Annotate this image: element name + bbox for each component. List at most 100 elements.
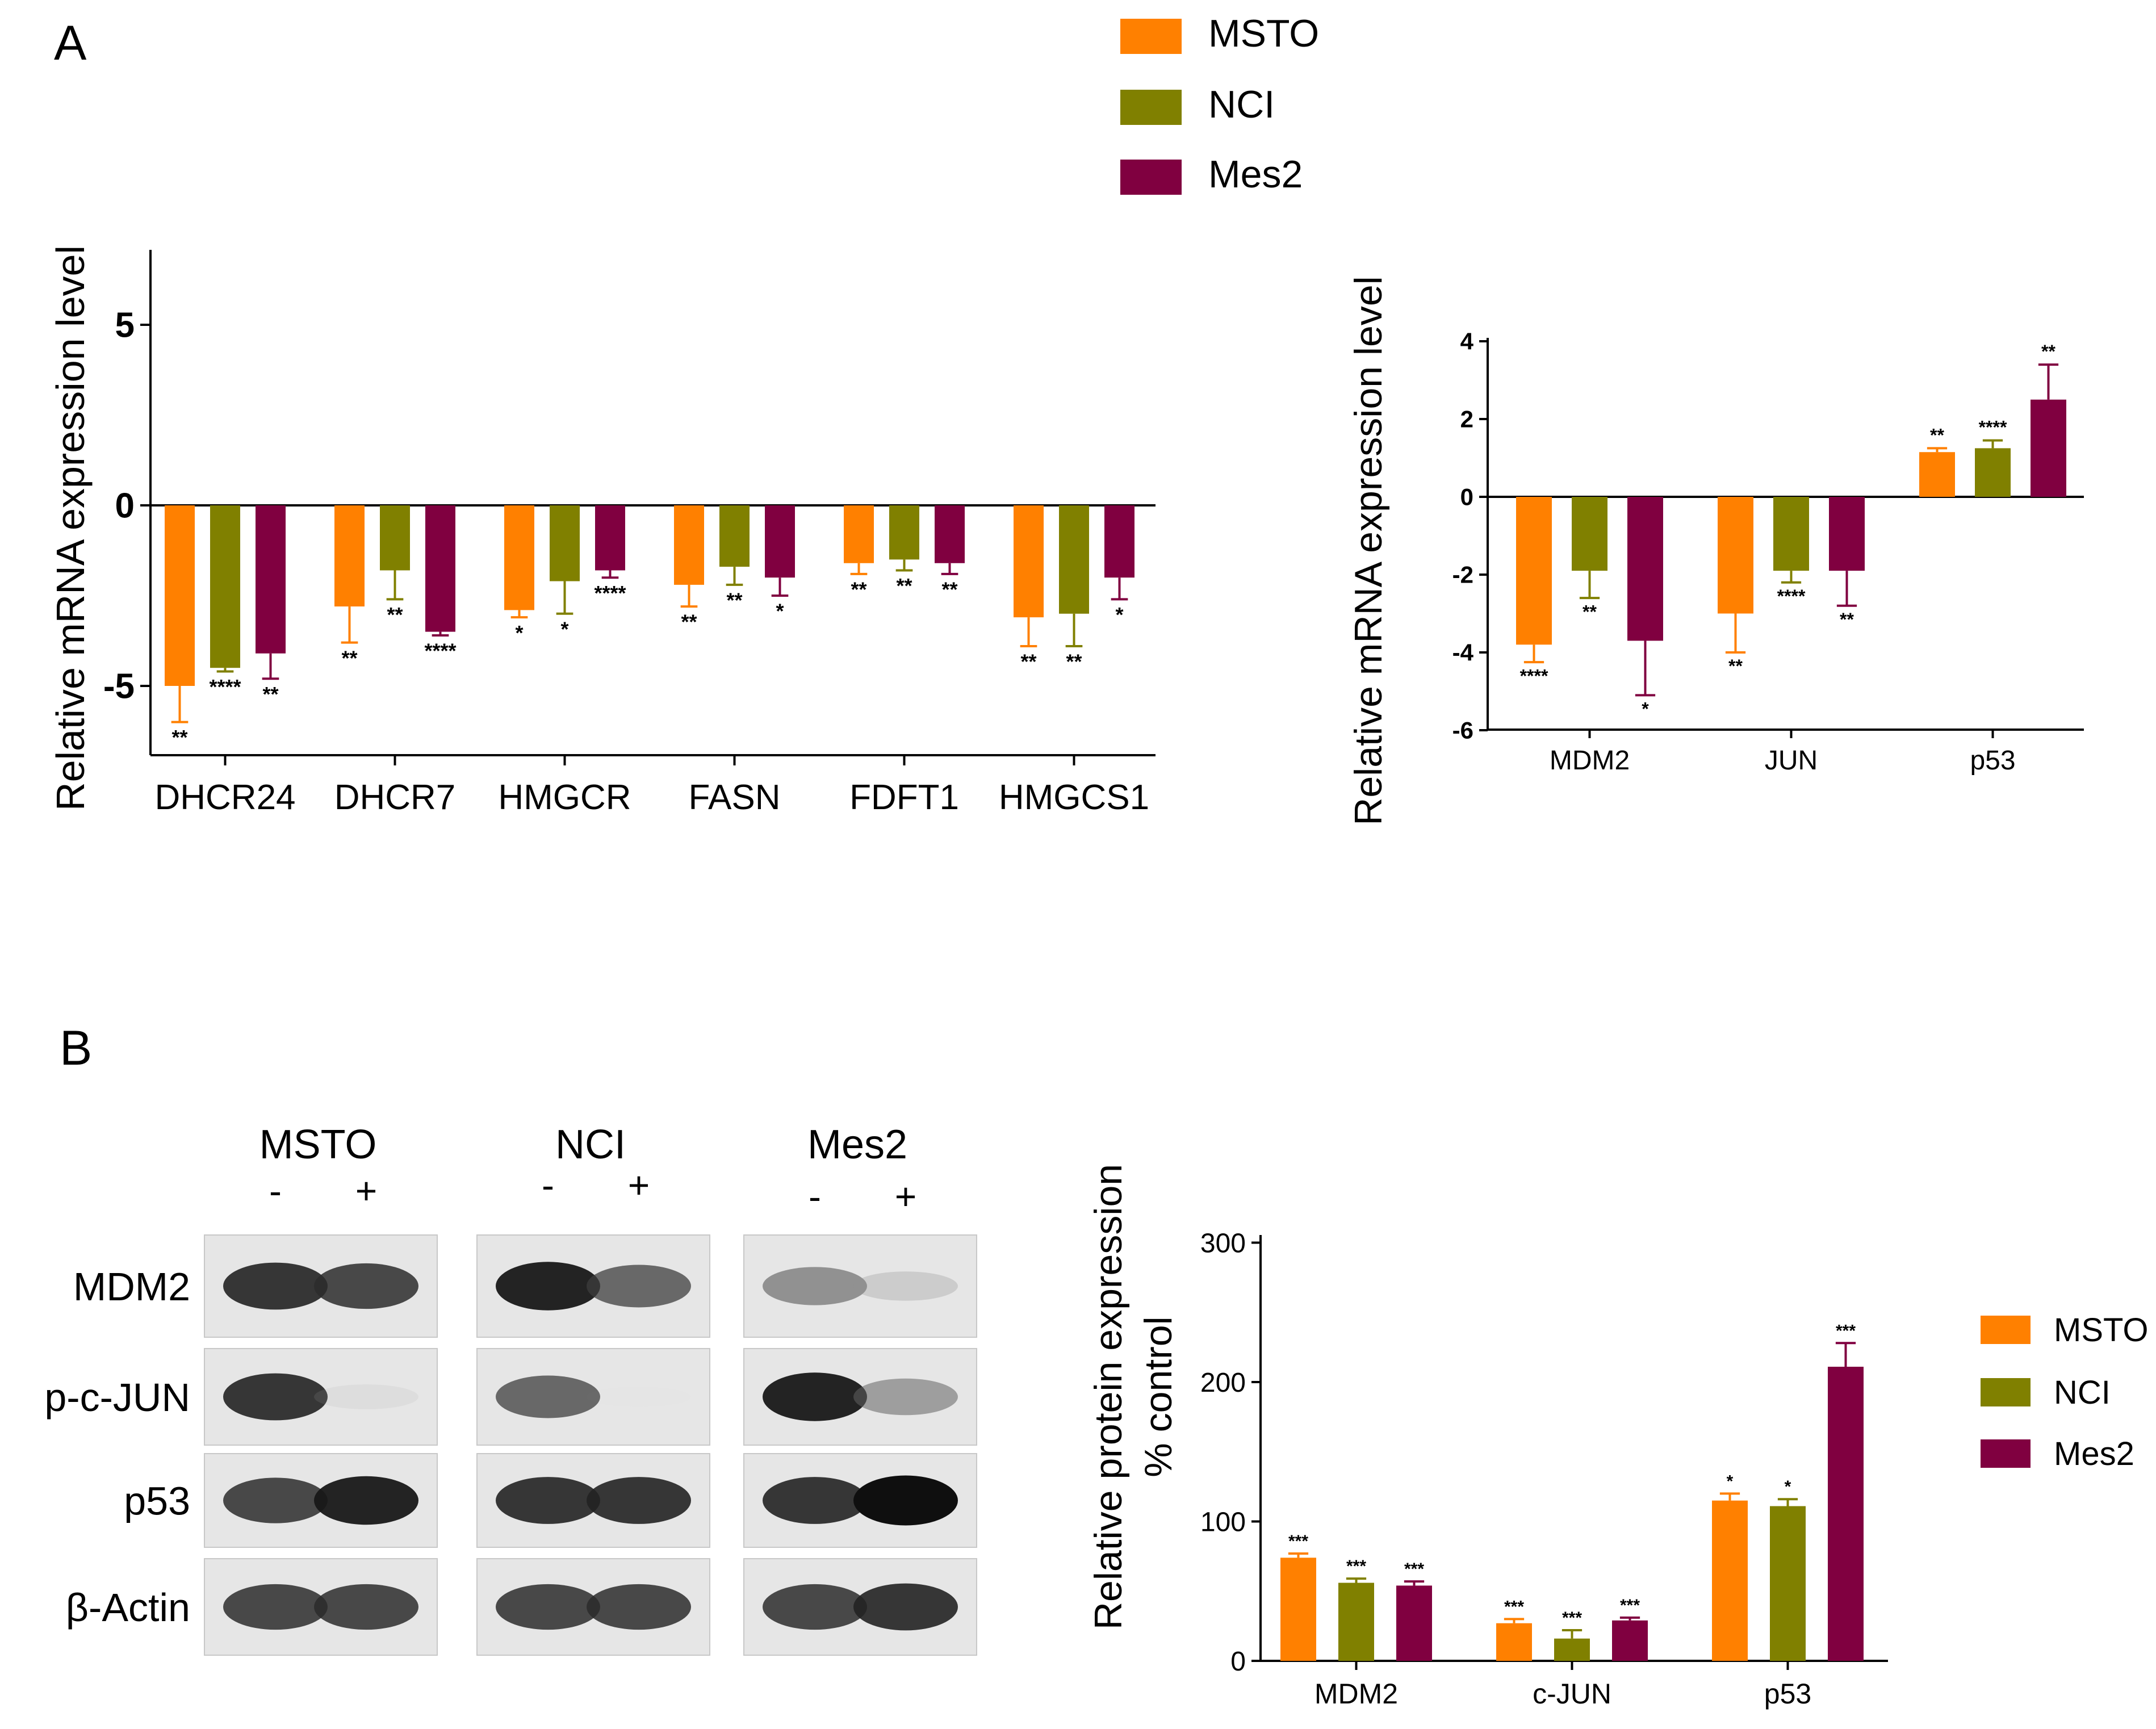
chart3-sig-mdm2-msto: *** bbox=[1288, 1532, 1308, 1551]
chart1-bar-dhcr7-nci bbox=[380, 505, 410, 571]
chart1-bar-hmgcs1-mes2 bbox=[1104, 505, 1134, 578]
chart2-sig-mdm2-msto: **** bbox=[1520, 665, 1548, 686]
chart1-bar-fasn-mes2 bbox=[765, 505, 795, 578]
chart2-category-label-p53: p53 bbox=[1970, 746, 2015, 776]
chart1-category-label-fasn: FASN bbox=[689, 778, 781, 817]
chart2-ylabel: Relative mRNA expression level bbox=[1347, 276, 1390, 826]
blot-band-nci-p53-2 bbox=[587, 1477, 691, 1524]
blot-lane-sign-mes2-2: + bbox=[895, 1175, 917, 1217]
legend2-label-mes2: Mes2 bbox=[2054, 1435, 2134, 1472]
chart1-category-label-hmgcr: HMGCR bbox=[498, 778, 631, 817]
chart3-bar-mdm2-nci bbox=[1338, 1583, 1374, 1661]
chart2-bar-mdm2-msto bbox=[1516, 497, 1552, 645]
chart1-sig-dhcr24-msto: ** bbox=[171, 726, 187, 749]
blot-group-label-msto: MSTO bbox=[259, 1122, 377, 1167]
chart1-ylabel: Relative mRNA expression level bbox=[48, 245, 93, 811]
chart2-sig-jun-nci: **** bbox=[1777, 586, 1806, 606]
blot-band-nci-actin-2 bbox=[587, 1584, 691, 1630]
chart1-sig-hmgcr-mes2: **** bbox=[594, 581, 626, 605]
blot-row-label-mdm2: MDM2 bbox=[73, 1265, 190, 1309]
chart1-sig-dhcr24-nci: **** bbox=[209, 675, 241, 698]
chart1-bar-hmgcr-nci bbox=[550, 505, 580, 581]
chart2-ytick-label-4: 4 bbox=[1460, 328, 1474, 355]
chart1-ytick-label-5: 5 bbox=[115, 306, 135, 345]
chart3-ytick-label-100: 100 bbox=[1200, 1507, 1246, 1537]
chart1-sig-dhcr7-mes2: **** bbox=[424, 639, 456, 663]
legend-swatch-nci bbox=[1120, 90, 1182, 125]
blot-band-msto-actin-1 bbox=[223, 1584, 328, 1630]
chart2-bar-jun-nci bbox=[1773, 497, 1809, 571]
chart2-category-label-jun: JUN bbox=[1765, 746, 1818, 776]
chart3-category-label-c-jun: c-JUN bbox=[1533, 1678, 1611, 1710]
chart3-bar-p53-nci bbox=[1770, 1506, 1806, 1661]
blot-band-nci-mdm2-1 bbox=[496, 1262, 600, 1311]
chart1-bar-fdft1-mes2 bbox=[935, 505, 965, 563]
chart2-sig-jun-mes2: ** bbox=[1840, 609, 1854, 630]
chart1-sig-fasn-mes2: * bbox=[776, 600, 784, 623]
chart2-sig-mdm2-nci: ** bbox=[1583, 601, 1597, 622]
blot-band-msto-mdm2-1 bbox=[223, 1262, 328, 1310]
chart1-bar-dhcr24-mes2 bbox=[256, 505, 286, 654]
blot-band-mes2-p-c-jun-1 bbox=[763, 1372, 867, 1421]
chart1-bar-dhcr7-mes2 bbox=[425, 505, 455, 632]
chart1-bar-hmgcs1-nci bbox=[1059, 505, 1089, 614]
blot-band-mes2-mdm2-2 bbox=[853, 1271, 958, 1301]
panel-label-a: A bbox=[54, 16, 87, 70]
blot-group-label-mes2: Mes2 bbox=[807, 1122, 907, 1167]
chart3-bar-c-jun-msto bbox=[1496, 1623, 1532, 1661]
chart1-bar-hmgcr-msto bbox=[504, 505, 534, 610]
chart1-category-label-dhcr7: DHCR7 bbox=[334, 778, 456, 817]
chart1-bar-hmgcr-mes2 bbox=[595, 505, 625, 571]
blot-band-nci-mdm2-2 bbox=[587, 1265, 691, 1308]
chart3-ylabel2: % control bbox=[1137, 1316, 1180, 1477]
mrna-chart-mdm2-jun-p53: Relative mRNA expression level -6 -4 -2 0 2 4… bbox=[1347, 276, 2084, 826]
chart1-sig-fasn-msto: ** bbox=[681, 610, 697, 634]
chart1-sig-fdft1-mes2: ** bbox=[941, 577, 957, 601]
chart1-bar-dhcr24-msto bbox=[165, 505, 195, 686]
blot-band-mes2-p53-1 bbox=[763, 1477, 867, 1524]
blot-band-msto-p53-1 bbox=[223, 1477, 328, 1523]
side-legend: MSTO NCI Mes2 bbox=[1981, 1312, 2149, 1472]
legend-swatch-msto bbox=[1120, 19, 1182, 54]
protein-expression-chart: Relative protein expression % control 0 1… bbox=[1087, 1164, 1888, 1710]
blot-band-msto-actin-2 bbox=[314, 1584, 418, 1630]
legend-label-msto: MSTO bbox=[1208, 12, 1319, 55]
chart3-category-label-p53: p53 bbox=[1764, 1678, 1811, 1710]
chart2-ytick-label-2: -2 bbox=[1452, 562, 1473, 588]
chart2-ytick-label-6: -6 bbox=[1452, 717, 1473, 744]
blot-band-mes2-p53-2 bbox=[853, 1475, 958, 1526]
legend2-swatch-nci bbox=[1981, 1378, 2031, 1406]
blot-band-nci-p53-1 bbox=[496, 1477, 600, 1524]
legend-label-nci: NCI bbox=[1208, 83, 1275, 126]
chart1-ytick-label-5: -5 bbox=[103, 667, 135, 706]
chart2-sig-mdm2-mes2: * bbox=[1642, 699, 1649, 719]
chart1-category-label-hmgcs1: HMGCS1 bbox=[999, 778, 1149, 817]
chart2-category-label-mdm2: MDM2 bbox=[1550, 746, 1630, 776]
chart1-sig-hmgcr-msto: * bbox=[515, 621, 523, 644]
chart1-bar-dhcr7-msto bbox=[334, 505, 365, 607]
chart2-sig-p53-mes2: ** bbox=[2041, 341, 2055, 362]
blot-lane-sign-msto-1: - bbox=[269, 1170, 282, 1212]
legend2-swatch-mes2 bbox=[1981, 1439, 2031, 1468]
chart1-sig-dhcr7-nci: ** bbox=[387, 603, 403, 626]
legend-swatch-mes2 bbox=[1120, 160, 1182, 195]
chart1-sig-fasn-nci: ** bbox=[726, 589, 742, 612]
blot-band-mes2-mdm2-1 bbox=[763, 1267, 867, 1305]
chart1-sig-dhcr24-mes2: ** bbox=[262, 683, 278, 706]
blot-band-msto-p53-2 bbox=[314, 1476, 418, 1525]
chart1-sig-hmgcs1-nci: ** bbox=[1066, 650, 1082, 673]
chart3-ytick-label-0: 0 bbox=[1230, 1647, 1246, 1677]
chart3-bar-p53-msto bbox=[1712, 1500, 1748, 1661]
chart1-ytick-label-0: 0 bbox=[115, 487, 135, 526]
chart2-sig-p53-nci: **** bbox=[1979, 417, 2007, 438]
chart3-sig-c-jun-msto: *** bbox=[1504, 1597, 1524, 1616]
panel-label-b: B bbox=[60, 1021, 92, 1075]
chart3-ylabel: Relative protein expression bbox=[1087, 1164, 1130, 1630]
chart1-sig-dhcr7-msto: ** bbox=[341, 646, 357, 669]
blot-band-msto-p-c-jun-1 bbox=[223, 1373, 328, 1421]
blot-band-mes2-p-c-jun-2 bbox=[853, 1378, 958, 1416]
blot-band-mes2-actin-2 bbox=[853, 1583, 958, 1631]
chart2-bar-jun-msto bbox=[1718, 497, 1753, 614]
chart3-sig-c-jun-mes2: *** bbox=[1620, 1596, 1640, 1615]
